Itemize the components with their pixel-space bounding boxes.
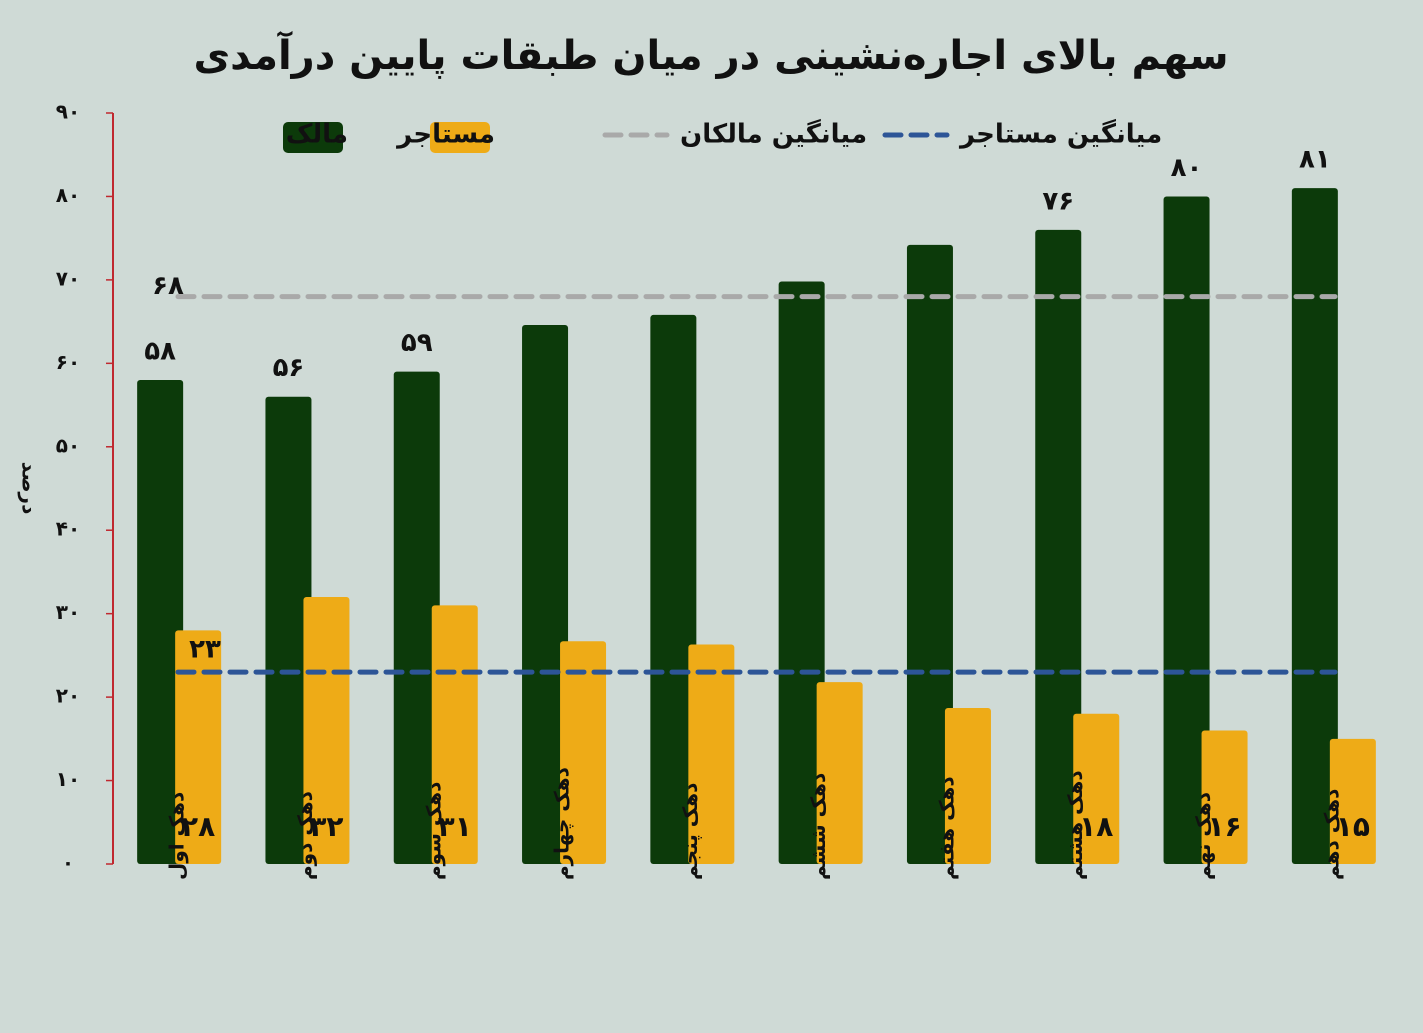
data-label: ۳۲ — [309, 810, 343, 843]
y-tick-label: ۱۰ — [56, 767, 80, 791]
chart-title: سهم بالای اجاره‌نشینی در میان طبقات پایی… — [193, 30, 1228, 79]
bar — [393, 371, 440, 864]
y-tick-label: ۴۰ — [56, 517, 80, 541]
x-tick-label: دهک هشتم — [1063, 770, 1087, 880]
bar — [906, 244, 953, 864]
bar — [816, 682, 863, 864]
x-tick-label: دهک نهم — [1191, 792, 1215, 880]
average-label: ۲۳ — [189, 635, 221, 665]
x-tick-label: دهک سوم — [421, 782, 445, 880]
legend-swatch — [283, 122, 343, 153]
data-label: ۲۸ — [181, 810, 215, 843]
bar — [944, 707, 991, 864]
y-tick-label: ۰ — [62, 851, 74, 875]
data-label: ۸۱ — [1299, 145, 1331, 175]
bar — [522, 324, 569, 865]
bar — [1201, 730, 1248, 864]
x-tick-label: دهک پنجم — [678, 783, 703, 880]
y-tick-label: ۲۰ — [56, 684, 80, 708]
data-label: ۱۵ — [1336, 810, 1370, 843]
bar — [137, 380, 184, 864]
x-tick-label: دهک ششم — [806, 773, 830, 880]
average-label: ۶۸ — [152, 271, 184, 301]
y-tick-label: ۶۰ — [56, 350, 80, 374]
legend-label: مالک — [286, 120, 348, 150]
legend-label: میانگین مستاجر — [958, 119, 1162, 150]
data-label: ۸۰ — [1171, 153, 1203, 183]
data-label: ۵۸ — [144, 337, 176, 367]
data-label: ۱۸ — [1079, 810, 1113, 843]
data-label: ۱۶ — [1207, 810, 1241, 843]
bar — [303, 596, 350, 864]
bar — [650, 314, 697, 864]
bar — [688, 644, 735, 864]
bar — [175, 630, 222, 864]
data-label: ۵۹ — [401, 328, 433, 358]
data-label: ۵۶ — [273, 353, 305, 383]
y-tick-label: ۵۰ — [56, 433, 80, 457]
bar — [1163, 196, 1210, 864]
y-tick-label: ۸۰ — [56, 183, 80, 207]
x-tick-label: دهک دهم — [1319, 789, 1343, 880]
y-tick-label: ۷۰ — [56, 266, 80, 290]
bar — [778, 281, 825, 865]
y-axis-label: درصد — [18, 462, 42, 515]
bar — [560, 641, 607, 864]
bar — [1073, 713, 1120, 864]
x-tick-label: دهک دوم — [293, 791, 317, 880]
x-tick-label: دهک اول — [165, 792, 189, 880]
y-tick-label: ۹۰ — [56, 100, 80, 124]
data-label: ۳۱ — [438, 810, 472, 843]
legend-label: میانگین مالکان — [680, 119, 867, 150]
legend-label: مستاجر — [395, 120, 495, 150]
bar — [265, 396, 312, 864]
x-tick-label: دهک هفتم — [934, 776, 958, 880]
bar — [1291, 188, 1338, 865]
bar — [1035, 229, 1082, 865]
y-tick-label: ۳۰ — [56, 600, 80, 624]
bar — [1329, 738, 1376, 864]
legend-swatch — [430, 122, 490, 153]
x-tick-label: دهک چهارم — [550, 767, 575, 880]
data-label: ۷۶ — [1042, 186, 1074, 216]
